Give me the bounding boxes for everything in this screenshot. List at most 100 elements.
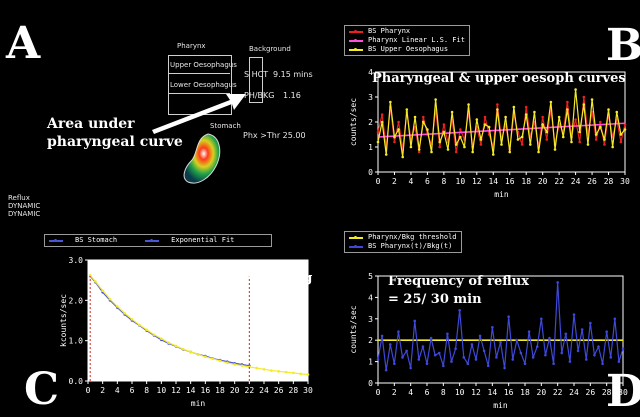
chart-c-ytick-label: 2.0: [69, 296, 84, 305]
chart-c-xtick-label: 4: [115, 386, 120, 395]
chart-d-xtick-label: 16: [504, 388, 514, 397]
chart-d-xtick-label: 18: [520, 388, 530, 397]
chart-b-point-bs-upper-oesophagus: [434, 98, 437, 101]
pharynx-label: Pharynx: [177, 42, 206, 50]
chart-b-xtick-label: 12: [472, 177, 482, 186]
chart-d-point-bs-pharynx-t-bkg-t: [454, 347, 457, 351]
chart-c-point-exponential-fit: [101, 289, 104, 292]
chart-d-point-bs-pharynx-t-bkg-t: [564, 332, 568, 336]
chart-b-point-bs-upper-oesophagus: [459, 135, 462, 139]
chart-d-point-bs-pharynx-t-bkg-t: [605, 330, 608, 333]
chart-b-series-bs-upper-oesophagus: [377, 89, 626, 158]
chart-d-point-bs-pharynx-t-bkg-t: [548, 336, 551, 340]
lower-oesophagus-roi-divider: [168, 93, 230, 94]
legend-label-bs-pharynx: BS Pharynx: [368, 27, 411, 35]
chart-c-point-exponential-fit: [152, 333, 156, 336]
legend-swatch-threshold: [349, 235, 363, 239]
chart-c-point-exponential-fit: [94, 280, 97, 283]
chart-c-point-exponential-fit: [277, 370, 280, 373]
chart-c-xtick-label: 8: [144, 386, 149, 395]
chart-c-point-exponential-fit: [174, 344, 178, 348]
chart-d-point-bs-pharynx-t-bkg-t: [584, 358, 588, 361]
legend-row-c: BS Stomach Exponential Fit: [49, 236, 267, 245]
reflux-label: Reflux: [8, 194, 30, 202]
chart-b-point-bs-pharynx: [603, 143, 606, 146]
chart-d-point-bs-pharynx-t-bkg-t: [388, 343, 392, 346]
shct-label: S HCT: [244, 70, 269, 79]
chart-c-xtick-label: 30: [303, 386, 313, 395]
chart-b-point-bs-upper-oesophagus: [574, 88, 577, 91]
chart-c-xtick-label: 14: [186, 386, 196, 395]
chart-b-point-bs-upper-oesophagus: [442, 130, 446, 134]
legend-label-exponential-fit: Exponential Fit: [171, 236, 235, 244]
chart-b-point-bs-upper-oesophagus: [549, 100, 553, 104]
chart-d-point-bs-pharynx-t-bkg-t: [515, 338, 519, 342]
chart-c-point-exponential-fit: [130, 317, 134, 321]
chart-b-point-bs-pharynx: [520, 143, 524, 146]
chart-b-point-bs-upper-oesophagus: [594, 133, 598, 136]
chart-d-point-bs-pharynx-t-bkg-t: [470, 343, 474, 346]
chart-b-ytick-label: 1: [368, 143, 373, 152]
chart-d-ytick-label: 3: [368, 315, 373, 324]
chart-b-plot-area: [377, 71, 626, 173]
chart-b-point-bs-upper-oesophagus: [421, 120, 425, 124]
chart-b-point-bs-upper-oesophagus: [504, 115, 507, 119]
chart-b-point-bs-pharynx: [545, 138, 549, 141]
chart-d-xlabel: min: [493, 401, 508, 410]
chart-b-point-bs-upper-oesophagus: [384, 153, 388, 156]
chart-b-point-bs-upper-oesophagus: [524, 113, 528, 116]
chart-c-annotation-line2: = 9.2 min: [138, 289, 209, 304]
chart-c-point-exponential-fit: [196, 353, 200, 356]
chart-b-point-bs-pharynx: [496, 103, 499, 106]
chart-b-point-bs-upper-oesophagus: [438, 140, 442, 144]
chart-b-point-bs-pharynx: [599, 120, 602, 124]
legend-swatch-bs-stomach: [49, 238, 63, 242]
chart-b-annotation: Pharyngeal & upper oesoph curves: [372, 71, 626, 86]
chart-b-xtick-label: 4: [409, 177, 414, 186]
legend-label-bs-stomach: BS Stomach: [75, 236, 118, 244]
chart-b-point-bs-upper-oesophagus: [376, 140, 380, 144]
chart-b-point-bs-pharynx: [417, 150, 421, 154]
chart-d-xtick-label: 26: [586, 388, 596, 397]
chart-d-annotation-line2: = 25/ 30 min: [388, 292, 482, 307]
chart-c-point-exponential-fit: [145, 328, 148, 332]
chart-d-point-bs-pharynx-t-bkg-t: [466, 362, 470, 366]
reflux-dynamic-1: DYNAMIC: [8, 202, 41, 210]
upper-oesophagus-roi-divider: [168, 73, 230, 74]
chart-c-point-exponential-fit: [116, 305, 119, 308]
chart-d-point-bs-pharynx-t-bkg-t: [397, 330, 400, 333]
legend-item-upper-oesophagus: BS Upper Oesophagus: [349, 45, 465, 54]
chart-d-xtick-label: 4: [408, 388, 413, 397]
chart-d-xtick-label: 6: [425, 388, 430, 397]
chart-c-ytick-label: 0.0: [69, 377, 84, 386]
chart-d-point-bs-pharynx-t-bkg-t: [474, 358, 478, 361]
chart-d-xtick-label: 2: [392, 388, 397, 397]
chart-d-ytick-label: 1: [368, 358, 373, 367]
chart-c-xtick-label: 20: [230, 386, 240, 395]
chart-c-xtick-label: 22: [245, 386, 255, 395]
chart-b-point-bs-upper-oesophagus: [483, 123, 487, 126]
chart-c-point-exponential-fit: [270, 369, 273, 372]
chart-b-point-bs-pharynx: [397, 120, 400, 124]
chart-b-point-bs-pharynx: [459, 128, 462, 131]
chart-d-point-bs-pharynx-t-bkg-t: [613, 317, 617, 321]
chart-d-xtick-label: 30: [618, 388, 628, 397]
chart-b-point-bs-upper-oesophagus: [417, 148, 421, 151]
chart-c-point-exponential-fit: [248, 365, 251, 369]
legend-item-threshold: Pharynx/Bkg threshold: [349, 233, 457, 242]
chart-b-point-bs-upper-oesophagus: [541, 123, 544, 126]
chart-b-point-bs-upper-oesophagus: [557, 115, 561, 119]
chart-b-point-bs-upper-oesophagus: [389, 100, 392, 104]
chart-d-xtick-label: 10: [455, 388, 465, 397]
chart-b-point-bs-upper-oesophagus: [607, 108, 610, 111]
background-label: Background: [249, 45, 291, 53]
chart-b-point-bs-pharynx: [524, 105, 528, 109]
chart-b-ytick-label: 4: [368, 68, 373, 77]
chart-b-point-bs-upper-oesophagus: [578, 130, 582, 134]
chart-b-point-bs-upper-oesophagus: [599, 125, 602, 129]
chart-b-point-bs-upper-oesophagus: [397, 128, 400, 131]
chart-b-point-bs-upper-oesophagus: [393, 135, 396, 139]
chart-d-point-bs-pharynx-t-bkg-t: [401, 356, 404, 359]
annotation-arrow: [152, 94, 246, 134]
chart-d-point-bs-pharynx-t-bkg-t: [405, 349, 408, 353]
